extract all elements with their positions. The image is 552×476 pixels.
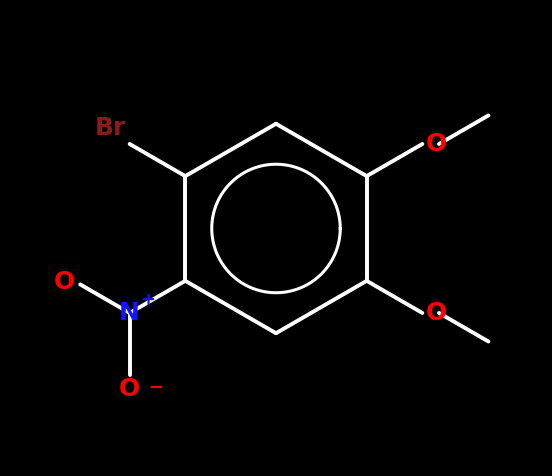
Text: N: N xyxy=(119,301,140,325)
Text: Br: Br xyxy=(94,116,126,140)
Text: −: − xyxy=(148,379,163,397)
Text: O: O xyxy=(54,270,76,294)
Text: +: + xyxy=(140,291,155,308)
Text: O: O xyxy=(426,132,447,156)
Text: O: O xyxy=(426,301,447,325)
Text: O: O xyxy=(119,377,140,401)
